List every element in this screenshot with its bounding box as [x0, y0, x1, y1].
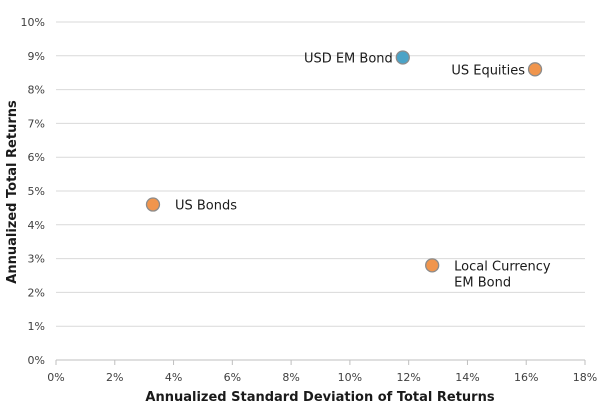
y-tick-label: 2%	[28, 286, 45, 299]
tick-labels: 0% 1% 2% 3% 4% 5% 6% 7% 8% 9% 10% 0% 2% 4% 6% 8% 10% 12% 1…	[21, 16, 598, 384]
x-tick-label: 10%	[338, 371, 362, 384]
axes	[55, 359, 586, 365]
y-tick-label: 10%	[21, 16, 45, 29]
y-tick-label: 6%	[28, 151, 45, 164]
x-axis-title: Annualized Standard Deviation of Total R…	[145, 390, 494, 405]
point-labels: USD EM Bond US Equities US Bonds Local Curr…	[175, 51, 551, 290]
x-tick-label: 8%	[282, 371, 299, 384]
y-tick-label: 0%	[28, 354, 45, 367]
x-tick-label: 16%	[514, 371, 538, 384]
data-points	[145, 50, 543, 273]
data-point	[527, 62, 543, 77]
point-label: Local Currency	[454, 259, 551, 274]
x-tick-label: 12%	[396, 371, 420, 384]
y-tick-label: 3%	[28, 253, 45, 266]
y-tick-label: 7%	[28, 117, 45, 130]
y-tick-label: 8%	[28, 84, 45, 97]
x-tick-label: 6%	[224, 371, 241, 384]
y-tick-label: 1%	[28, 320, 45, 333]
y-tick-label: 5%	[28, 185, 45, 198]
point-label: USD EM Bond	[304, 51, 393, 66]
x-tick-label: 2%	[106, 371, 123, 384]
data-point	[395, 50, 410, 65]
point-label: EM Bond	[454, 275, 511, 290]
data-point	[425, 258, 440, 273]
point-label: US Bonds	[175, 199, 237, 214]
y-tick-label: 4%	[28, 219, 45, 232]
point-label: US Equities	[451, 63, 525, 78]
x-tick-label: 0%	[47, 371, 64, 384]
gridlines	[56, 21, 585, 327]
x-tick-label: 14%	[455, 371, 479, 384]
x-tick-label: 18%	[573, 371, 597, 384]
data-point	[145, 197, 161, 212]
y-tick-label: 9%	[28, 50, 45, 63]
y-axis-title: Annualized Total Returns	[5, 100, 20, 284]
x-tick-label: 4%	[165, 371, 182, 384]
